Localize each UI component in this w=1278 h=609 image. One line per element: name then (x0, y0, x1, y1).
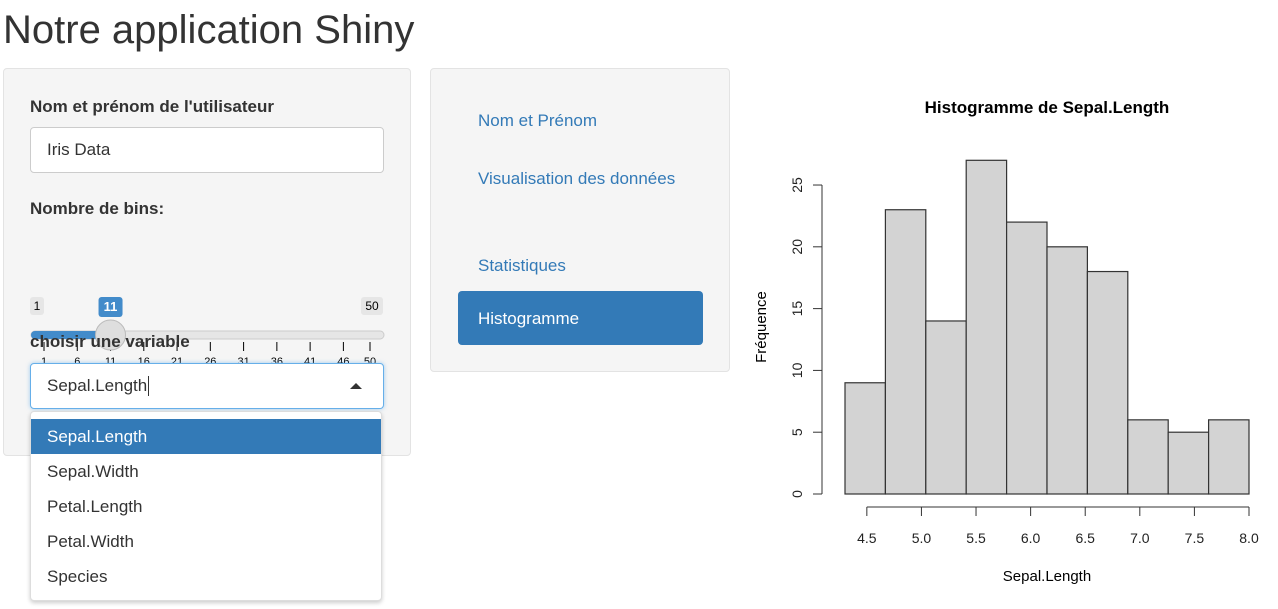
bar (1005, 221, 1048, 495)
bar (884, 209, 927, 495)
dropdown-option[interactable]: Petal.Width (47, 532, 134, 551)
bar (1086, 270, 1129, 495)
x-tick-label: 5.0 (912, 530, 932, 546)
bar (1167, 431, 1210, 495)
x-tick-label: 4.5 (857, 530, 877, 546)
x-tick-label: 8.0 (1239, 530, 1259, 546)
slider-fill (31, 331, 111, 339)
y-tick-label: 0 (789, 490, 805, 498)
nav-item[interactable]: Nom et Prénom (478, 111, 598, 130)
bar (1127, 419, 1169, 495)
bar (965, 159, 1008, 495)
y-tick-label: 5 (789, 428, 805, 436)
app-title: Notre application Shiny (3, 8, 415, 52)
dropdown-menu: Sepal.Length Sepal.Width Petal.Length Petal… (30, 411, 382, 601)
slider-value-box (98, 297, 123, 317)
dropdown-option[interactable]: Sepal.Length (31, 419, 381, 454)
y-tick-label: 25 (789, 177, 805, 193)
slider-label: Nombre de bins: (30, 199, 165, 218)
dropdown-option[interactable]: Petal.Length (47, 497, 143, 516)
text-input-label: Nom et prénom de l'utilisateur (30, 97, 274, 116)
slider-tick-label: 1 (41, 356, 47, 368)
bar (1207, 419, 1250, 495)
nav-panel: Nom et Prénom Visualisation des données St… (430, 68, 730, 372)
y-tick-label: 10 (789, 362, 805, 378)
y-axis-label: Fréquence (753, 291, 770, 363)
chart-title: Histogramme de Sepal.Length (925, 98, 1170, 117)
nav-item[interactable]: Visualisation des données (478, 169, 676, 188)
slider-min-box (30, 297, 44, 315)
bar (1046, 246, 1089, 495)
nav-item[interactable]: Statistiques (478, 256, 566, 275)
text-input[interactable]: Iris Data (30, 127, 384, 173)
slider-tick-label: 11 (105, 356, 116, 368)
slider-tick-label: 6 (74, 356, 80, 368)
y-tick-label: 15 (789, 301, 805, 317)
y-tick-label: 20 (789, 239, 805, 255)
slider-max-box (361, 297, 383, 315)
x-tick-label: 6.0 (1021, 530, 1041, 546)
slider-max-label: 50 (365, 299, 379, 313)
slider-value-label: 11 (104, 299, 118, 314)
bar (844, 382, 887, 495)
select-value: Sepal.Length (47, 376, 148, 395)
x-tick-label: 6.5 (1075, 530, 1095, 546)
caret (148, 376, 150, 396)
dropdown-option[interactable]: Species (47, 567, 108, 586)
select-label: choisir une variable (30, 332, 190, 351)
x-tick-label: 5.5 (966, 530, 986, 546)
sidebar: Nom et prénom de l'utilisateur Iris Data… (3, 68, 411, 456)
dropdown-arrow (350, 383, 362, 389)
x-axis-label: Sepal.Length (1003, 568, 1091, 585)
slider-handle[interactable] (95, 319, 127, 351)
bar (925, 320, 967, 495)
x-tick-label: 7.5 (1185, 530, 1205, 546)
select-box[interactable]: Sepal.Length (30, 363, 384, 409)
slider-min-label: 1 (34, 299, 41, 313)
dropdown-option[interactable]: Sepal.Width (47, 462, 139, 481)
nav-item[interactable]: Histogramme (458, 291, 703, 345)
x-tick-label: 7.0 (1130, 530, 1150, 546)
